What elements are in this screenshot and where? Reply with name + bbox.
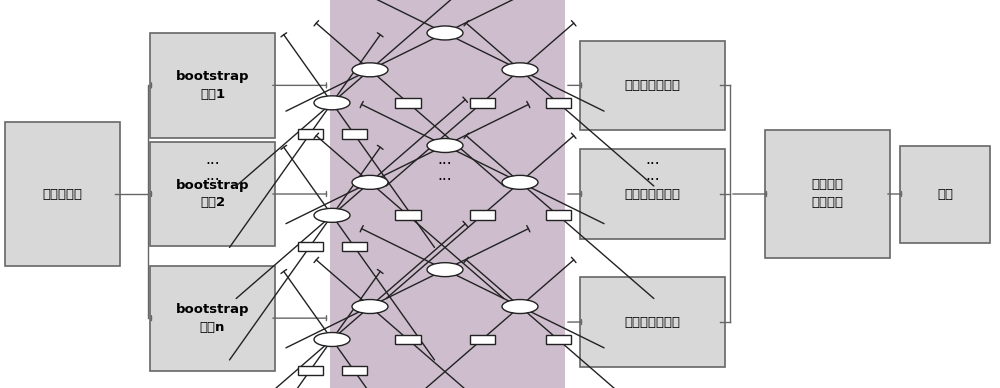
Circle shape (502, 63, 538, 77)
FancyBboxPatch shape (546, 210, 571, 220)
Circle shape (427, 139, 463, 152)
Text: ···: ··· (438, 158, 452, 172)
FancyBboxPatch shape (342, 241, 367, 251)
FancyBboxPatch shape (342, 365, 367, 376)
Circle shape (352, 63, 388, 77)
Circle shape (314, 333, 350, 346)
Text: 决策树分类结果: 决策树分类结果 (624, 79, 680, 92)
Circle shape (352, 300, 388, 314)
FancyBboxPatch shape (342, 129, 367, 139)
FancyBboxPatch shape (580, 277, 725, 367)
FancyBboxPatch shape (298, 241, 322, 251)
FancyBboxPatch shape (395, 210, 420, 220)
FancyBboxPatch shape (580, 41, 725, 130)
Text: 决策树分类结果: 决策树分类结果 (624, 187, 680, 201)
FancyBboxPatch shape (470, 334, 495, 345)
Circle shape (502, 175, 538, 189)
Circle shape (314, 96, 350, 110)
FancyBboxPatch shape (395, 334, 420, 345)
FancyBboxPatch shape (546, 98, 571, 107)
Bar (330, 0, 565, 388)
Text: 投票决定
最优分类: 投票决定 最优分类 (812, 178, 844, 210)
Text: bootstrap
抽样1: bootstrap 抽样1 (176, 70, 249, 101)
Text: ···: ··· (645, 173, 660, 188)
Circle shape (427, 263, 463, 277)
Circle shape (352, 175, 388, 189)
FancyBboxPatch shape (395, 98, 420, 107)
Text: 决策树分类结果: 决策树分类结果 (624, 315, 680, 329)
Text: 训练数据集: 训练数据集 (42, 187, 82, 201)
FancyBboxPatch shape (900, 146, 990, 242)
FancyBboxPatch shape (765, 130, 890, 258)
Text: bootstrap
抽样n: bootstrap 抽样n (176, 303, 249, 334)
Text: ···: ··· (205, 173, 220, 188)
FancyBboxPatch shape (470, 98, 495, 107)
Circle shape (502, 300, 538, 314)
Text: ···: ··· (438, 173, 452, 188)
FancyBboxPatch shape (470, 210, 495, 220)
FancyBboxPatch shape (150, 266, 275, 371)
FancyBboxPatch shape (5, 122, 120, 266)
FancyBboxPatch shape (150, 33, 275, 138)
Text: ···: ··· (205, 158, 220, 172)
FancyBboxPatch shape (580, 149, 725, 239)
Text: bootstrap
抽样2: bootstrap 抽样2 (176, 178, 249, 210)
Circle shape (427, 26, 463, 40)
Text: ···: ··· (645, 158, 660, 172)
FancyBboxPatch shape (298, 129, 322, 139)
FancyBboxPatch shape (298, 365, 322, 376)
Text: 决策: 决策 (937, 187, 953, 201)
FancyBboxPatch shape (150, 142, 275, 246)
Circle shape (314, 208, 350, 222)
FancyBboxPatch shape (546, 334, 571, 345)
